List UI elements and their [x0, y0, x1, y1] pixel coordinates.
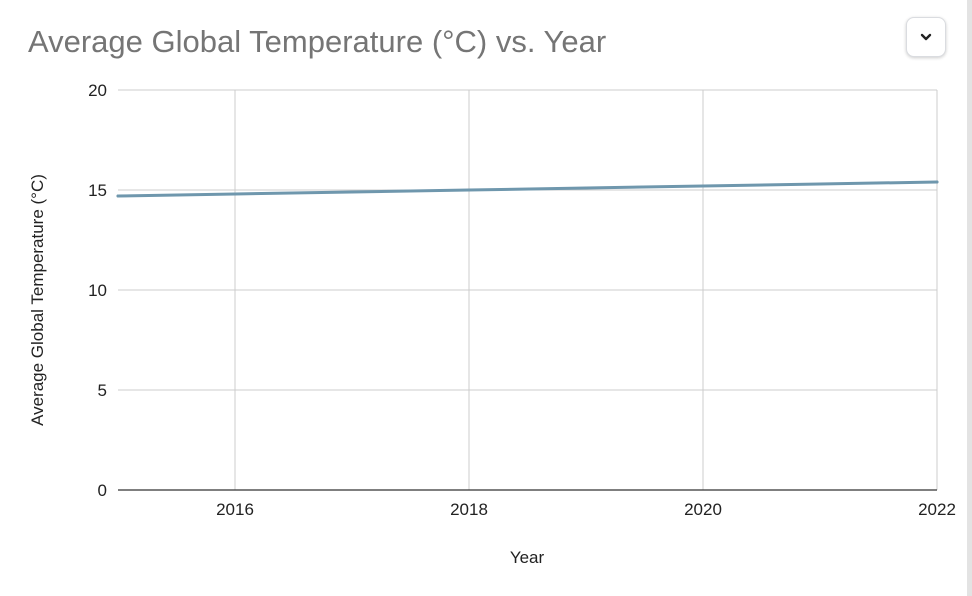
y-tick-label: 15 [88, 181, 107, 200]
y-tick-label: 5 [98, 381, 107, 400]
chart-menu-button[interactable] [906, 17, 946, 57]
x-tick-label: 2020 [684, 500, 722, 519]
data-point [701, 184, 705, 188]
data-point [584, 186, 588, 190]
x-axis-label: Year [510, 548, 545, 567]
data-point [116, 194, 120, 198]
y-tick-label: 0 [98, 481, 107, 500]
chevron-down-icon [920, 33, 932, 41]
data-point [818, 182, 822, 186]
horizontal-gridlines [118, 89, 937, 391]
x-tick-label: 2018 [450, 500, 488, 519]
series-group [116, 180, 939, 198]
data-point [233, 192, 237, 196]
y-tick-label: 20 [88, 81, 107, 100]
y-axis-label: Average Global Temperature (°C) [28, 174, 47, 426]
chart-title: Average Global Temperature (°C) vs. Year [28, 24, 607, 59]
data-point [467, 188, 471, 192]
data-point [350, 190, 354, 194]
x-tick-label: 2022 [918, 500, 956, 519]
x-tick-label: 2016 [216, 500, 254, 519]
y-axis-ticks: 0 5 10 15 20 [88, 81, 107, 500]
series-line-0 [116, 180, 939, 198]
x-axis-ticks: 2016 2018 2020 2022 [216, 500, 956, 519]
scrollbar-edge [967, 0, 972, 596]
y-tick-label: 10 [88, 281, 107, 300]
data-point [935, 180, 939, 184]
